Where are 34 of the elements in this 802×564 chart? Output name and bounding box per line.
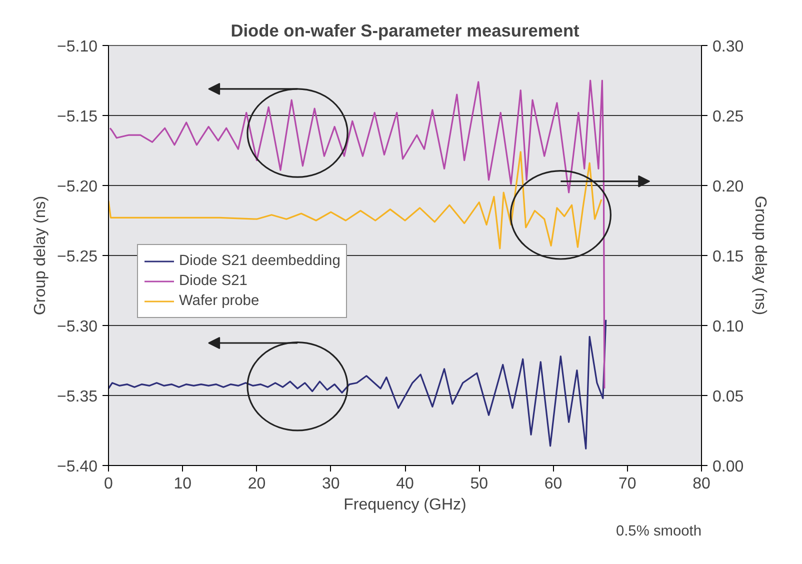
y-tick-label: −5.30 — [57, 318, 98, 336]
x-tick-label: 40 — [396, 476, 414, 492]
y2-tick-label: 0.00 — [712, 458, 744, 476]
x-tick-label: 80 — [692, 476, 710, 492]
x-tick-label: 0 — [104, 476, 114, 492]
y-tick-label: −5.10 — [57, 38, 98, 56]
line-series — [109, 80, 606, 390]
legend-label: Diode S21 deembedding — [179, 253, 340, 269]
x-tick-label: 60 — [544, 476, 562, 492]
x-tick-label: 30 — [322, 476, 340, 492]
y-tick-label: −5.15 — [57, 108, 98, 126]
text: 0.5% smooth — [616, 524, 702, 540]
y2-tick-label: 0.20 — [712, 178, 744, 196]
y-tick-label: −5.20 — [57, 178, 98, 196]
y2-tick-label: 0.25 — [712, 108, 744, 126]
x-tick-label: 10 — [174, 476, 192, 492]
y-axis-title: Group delay (ns) — [32, 196, 50, 316]
y2-tick-label: 0.05 — [712, 388, 744, 406]
y2-tick-label: 0.10 — [712, 318, 744, 336]
legend-label: Wafer probe — [179, 293, 260, 309]
y-tick-label: −5.25 — [57, 248, 98, 266]
y2-axis-title: Group delay (ns) — [752, 196, 769, 316]
legend-label: Diode S21 — [179, 273, 248, 289]
chart-title: Diode on-wafer S-parameter measurement — [230, 20, 580, 40]
x-axis-title: Frequency (GHz) — [344, 496, 466, 514]
y-tick-label: −5.35 — [57, 388, 98, 406]
y2-tick-label: 0.30 — [712, 38, 744, 56]
y2-tick-label: 0.15 — [712, 248, 744, 266]
y-tick-label: −5.40 — [57, 458, 98, 476]
line-series — [108, 151, 602, 250]
line-series — [108, 319, 607, 450]
x-tick-label: 70 — [618, 476, 636, 492]
x-tick-label: 50 — [470, 476, 488, 492]
x-tick-label: 20 — [248, 476, 266, 492]
